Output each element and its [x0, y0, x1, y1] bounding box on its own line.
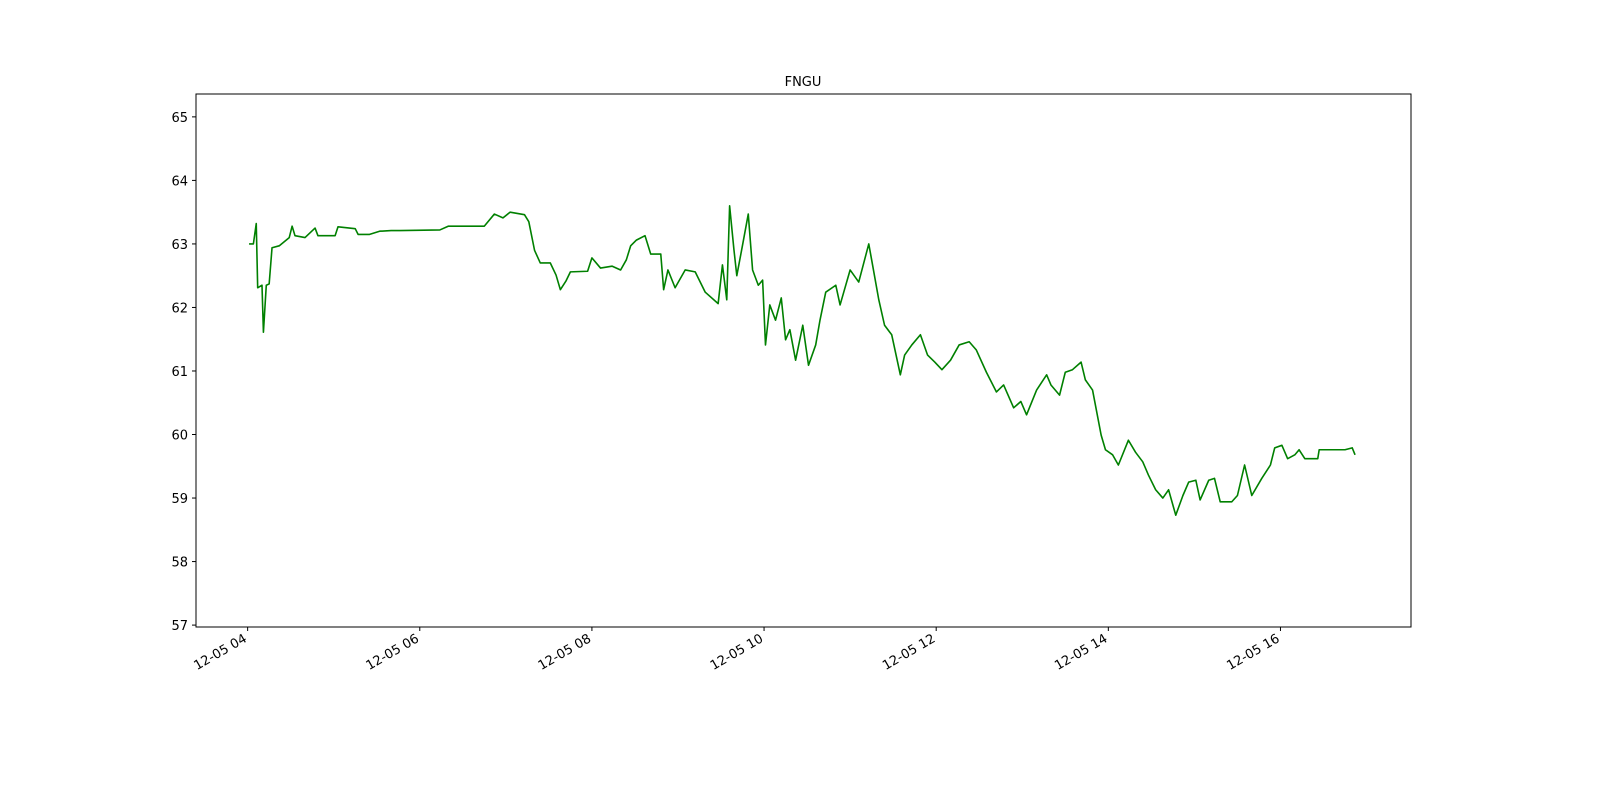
x-tick-label: 12-05 10 [708, 631, 766, 673]
y-tick-label: 59 [171, 492, 188, 507]
y-tick-label: 63 [171, 238, 188, 253]
y-tick-label: 58 [171, 556, 188, 571]
y-tick-label: 61 [171, 365, 188, 380]
price-line [249, 205, 1356, 516]
y-tick-label: 65 [171, 111, 188, 126]
x-tick-label: 12-05 16 [1224, 631, 1282, 673]
x-tick-label: 12-05 12 [880, 631, 938, 673]
plot-frame [195, 93, 1412, 628]
y-tick-label: 60 [171, 429, 188, 444]
x-tick-label: 12-05 06 [364, 631, 422, 673]
y-tick-label: 62 [171, 301, 188, 316]
y-tick-label: 57 [171, 619, 188, 634]
x-tick-label: 12-05 08 [536, 631, 594, 673]
chart-title: FNGU [785, 75, 822, 90]
x-tick-label: 12-05 04 [192, 631, 250, 673]
y-tick-label: 64 [171, 174, 188, 189]
x-tick-label: 12-05 14 [1052, 631, 1110, 673]
